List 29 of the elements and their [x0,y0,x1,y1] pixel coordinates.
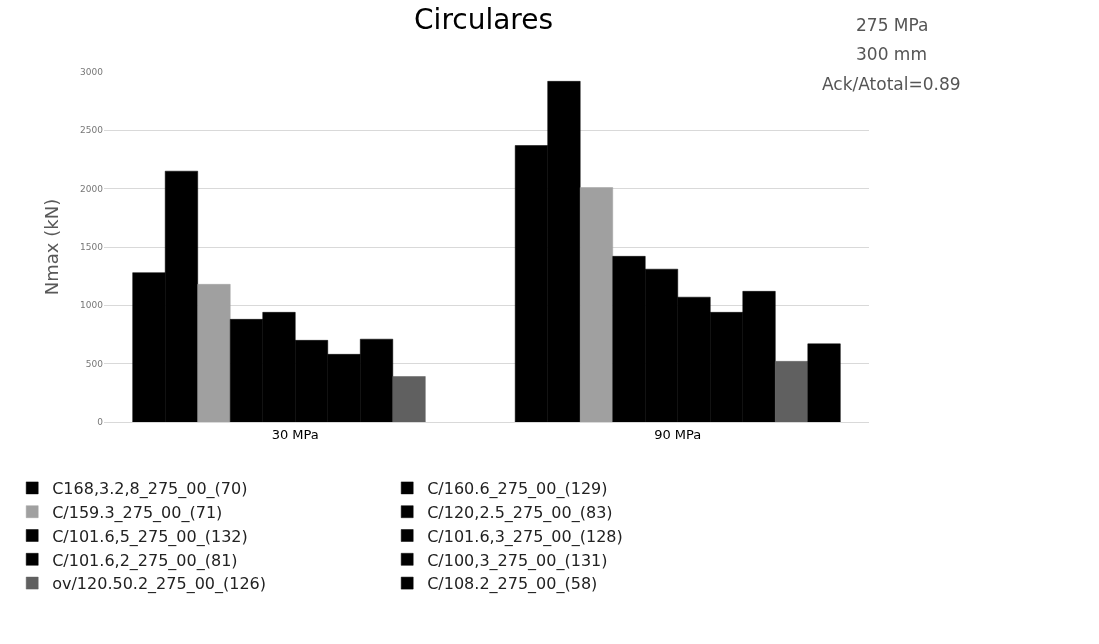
x-tick-label: 90 MPa [654,426,702,442]
y-tick-label: 3000 [80,67,104,78]
bar [392,376,426,422]
y-tick-label: 1000 [80,300,104,311]
legend-label: C/101.6,3_275_00_(128) [427,526,623,547]
y-tick-label: 2500 [80,125,104,136]
legend-label: C/159.3_275_00_(71) [52,502,223,523]
y-tick-label: 2000 [80,183,104,194]
bar [775,361,809,422]
bar [197,284,231,422]
legend-label: C168,3.2,8_275_00_(70) [52,479,248,500]
legend-label: C/101.6,2_275_00_(81) [52,550,238,571]
bar [579,187,613,422]
y-tick-label: 0 [97,417,104,428]
legend-label: C/120,2.5_275_00_(83) [427,502,613,523]
legend-label: C/100,3_275_00_(131) [427,550,608,571]
annotation: Ack/Atotal=0.89 [822,74,961,94]
bar [807,343,841,422]
text: 275 MPa [856,15,929,35]
y-axis-title: Nmax (kN) [41,198,62,296]
x-tick-label: 30 MPa [271,426,319,442]
legend-label: ov/120.50.2_275_00_(126) [52,574,267,595]
chart-title: Circulares [414,3,554,37]
legend-label: C/160.6_275_00_(129) [427,479,608,500]
text: 300 mm [856,44,927,64]
y-tick-label: 500 [85,358,104,369]
legend-label: C/101.6,5_275_00_(132) [52,526,248,547]
legend-label: C/108.2_275_00_(58) [427,574,598,595]
y-tick-label: 1500 [80,242,104,253]
